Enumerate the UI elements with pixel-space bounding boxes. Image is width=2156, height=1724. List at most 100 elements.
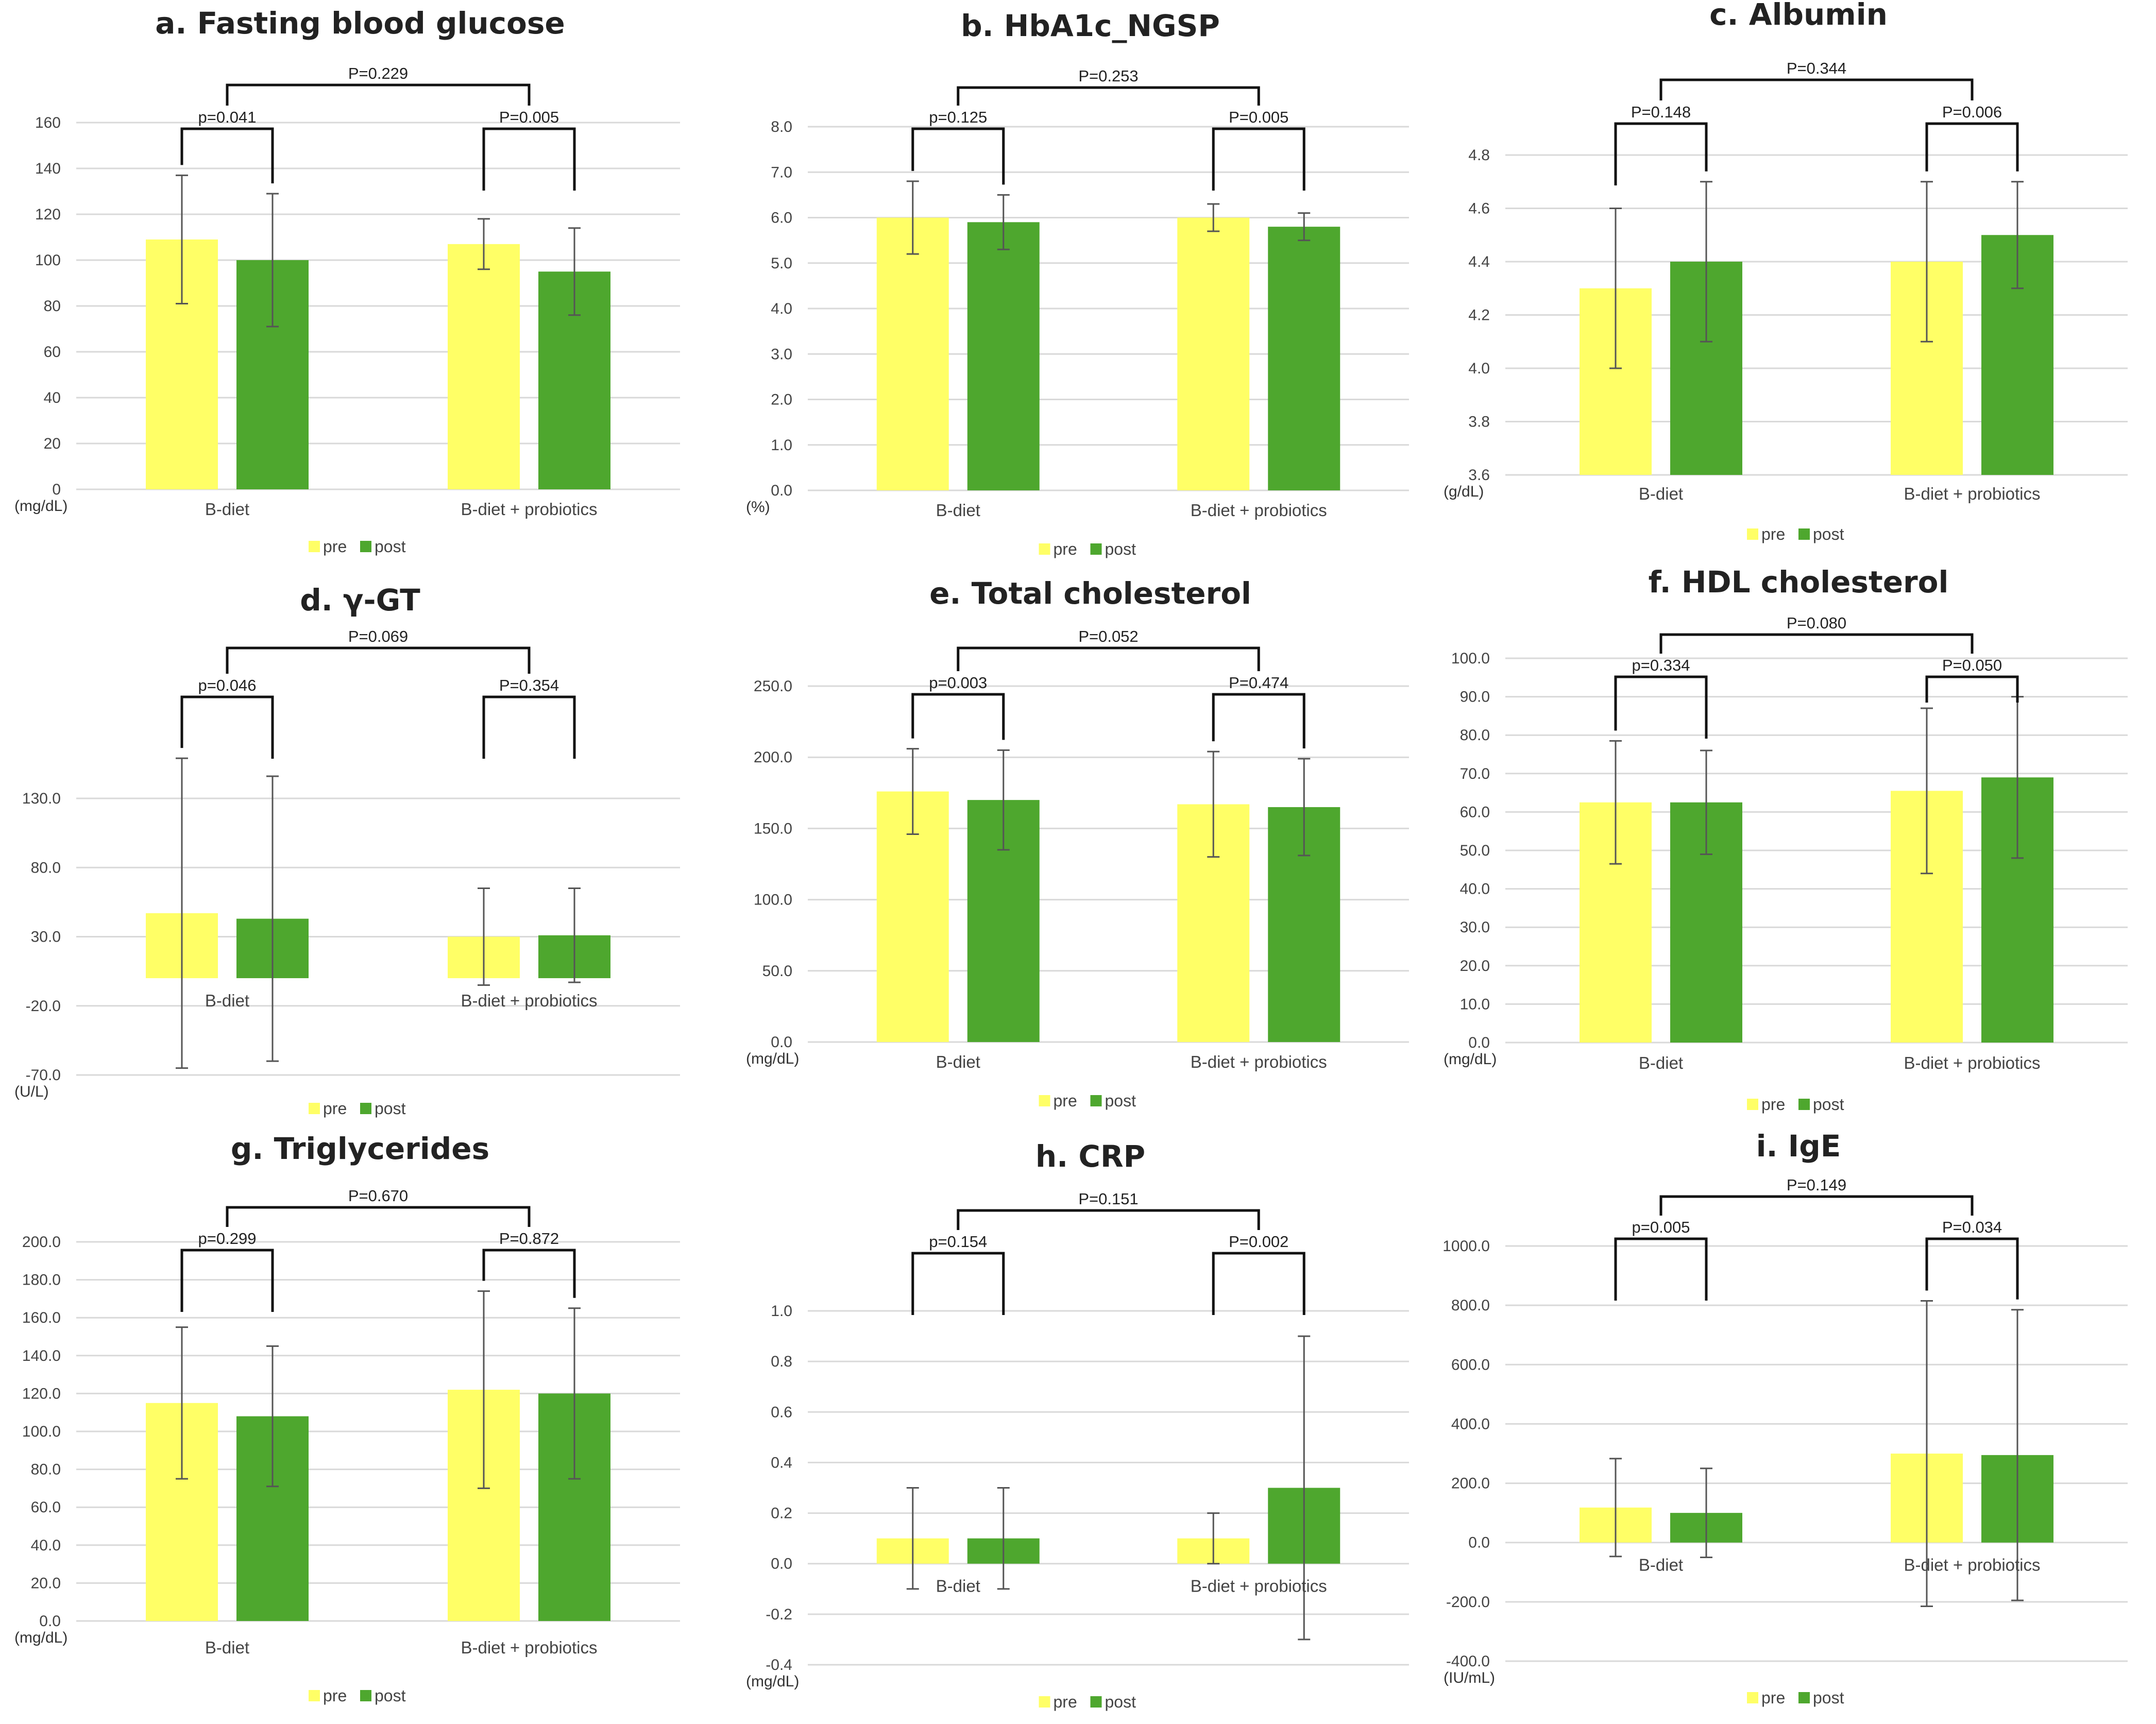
legend-swatch-post xyxy=(1090,1696,1102,1708)
p-value-label: P=0.002 xyxy=(1229,1233,1288,1251)
p-value-label: p=0.003 xyxy=(929,674,987,692)
y-tick-label: 140 xyxy=(35,160,61,177)
category-label: B-diet xyxy=(205,500,249,519)
category-label: B-diet xyxy=(1639,1556,1683,1575)
y-tick-label: 30.0 xyxy=(31,929,61,946)
y-tick-label: 800.0 xyxy=(1451,1297,1490,1314)
significance-bracket xyxy=(911,1252,1005,1315)
bar-post-bdiet xyxy=(967,222,1040,490)
category-label: B-diet + probiotics xyxy=(1191,1577,1327,1596)
y-tick-label: 200.0 xyxy=(22,1234,61,1251)
y-tick-label: 2.0 xyxy=(771,391,792,408)
y-tick-label: 80.0 xyxy=(31,1461,61,1478)
significance-bracket xyxy=(1925,122,2019,172)
y-tick-label: 120 xyxy=(35,206,61,223)
significance-bracket xyxy=(1212,1252,1305,1315)
y-tick-label: 8.0 xyxy=(771,118,792,135)
y-tick-label: 1.0 xyxy=(771,1303,792,1320)
y-tick-label: 20.0 xyxy=(31,1575,61,1592)
chart-panel-5: e. Total cholesterol 0.0 50.0 100.0 150.0 200… xyxy=(746,576,1409,1110)
y-tick-label: -0.2 xyxy=(766,1606,792,1623)
y-tick-label: 0.6 xyxy=(771,1404,792,1421)
y-tick-label: 0.0 xyxy=(1468,1534,1490,1551)
y-tick-label: 90.0 xyxy=(1460,689,1490,706)
y-tick-label: 160.0 xyxy=(22,1309,61,1326)
significance-bracket xyxy=(1614,1237,1708,1301)
chart-title: i. IgE xyxy=(1756,1129,1841,1164)
y-tick-label: 40.0 xyxy=(31,1537,61,1554)
y-tick-label: 0.0 xyxy=(771,482,792,499)
legend-swatch-pre xyxy=(309,1103,320,1114)
y-tick-label: 60 xyxy=(44,344,61,361)
category-label: B-diet xyxy=(936,1577,980,1596)
y-tick-label: -0.4 xyxy=(766,1657,792,1674)
category-label: B-diet xyxy=(936,501,980,520)
y-tick-label: 50.0 xyxy=(1460,842,1490,859)
y-tick-label: 4.2 xyxy=(1468,307,1490,324)
y-tick-label: 0.0 xyxy=(1468,1034,1490,1051)
chart-panel-3: c. Albumin 3.6 3.8 4.0 4.2 4.4 4.6 4.8 (g/dL) B-d… xyxy=(1444,0,2128,543)
chart-title: h. CRP xyxy=(1035,1139,1145,1174)
between-group-bracket xyxy=(226,1206,531,1227)
y-tick-label: 100.0 xyxy=(1451,650,1490,667)
significance-bracket xyxy=(1614,675,1708,739)
p-value-label: p=0.005 xyxy=(1632,1218,1690,1236)
y-tick-label: -200.0 xyxy=(1446,1594,1490,1611)
y-tick-label: 250.0 xyxy=(754,678,792,695)
significance-bracket xyxy=(1614,122,1708,185)
category-label: B-diet xyxy=(1639,484,1683,503)
bar-pre-bdiet-probiotics xyxy=(1177,217,1250,490)
p-value-label: P=0.229 xyxy=(348,64,408,82)
y-tick-label: 120.0 xyxy=(22,1385,61,1402)
y-tick-label: 3.6 xyxy=(1468,467,1490,484)
y-tick-label: 100.0 xyxy=(754,892,792,909)
chart-panel-7: g. Triglycerides 0.0 20.0 40.0 60.0 80.0 100.0… xyxy=(14,1131,680,1705)
y-tick-label: -70.0 xyxy=(26,1067,61,1084)
legend-label-pre: pre xyxy=(323,537,347,556)
y-tick-label: 0.2 xyxy=(771,1505,792,1522)
legend-swatch-pre xyxy=(1039,1095,1050,1106)
y-tick-label: 1.0 xyxy=(771,437,792,454)
chart-title: g. Triglycerides xyxy=(231,1131,489,1166)
p-value-label: P=0.151 xyxy=(1078,1190,1138,1208)
y-tick-label: 3.0 xyxy=(771,346,792,363)
legend-label-pre: pre xyxy=(1761,1095,1785,1114)
y-tick-label: 70.0 xyxy=(1460,765,1490,782)
between-group-bracket xyxy=(957,86,1260,106)
y-tick-label: 80 xyxy=(44,298,61,315)
legend-swatch-pre xyxy=(1747,528,1758,540)
chart-title: b. HbA1c_NGSP xyxy=(961,8,1220,43)
y-tick-label: 100 xyxy=(35,252,61,269)
chart-title: f. HDL cholesterol xyxy=(1649,565,1949,600)
p-value-label: P=0.670 xyxy=(348,1187,408,1205)
category-label: B-diet + probiotics xyxy=(1904,1053,2040,1072)
y-tick-label: 400.0 xyxy=(1451,1415,1490,1432)
p-value-label: P=0.080 xyxy=(1787,614,1846,632)
y-axis-unit: (mg/dL) xyxy=(746,1673,799,1690)
significance-bracket xyxy=(482,695,576,759)
y-tick-label: 10.0 xyxy=(1460,996,1490,1013)
legend-label-post: post xyxy=(375,1686,406,1705)
y-tick-label: 200.0 xyxy=(754,749,792,766)
legend-swatch-pre xyxy=(1039,1696,1050,1708)
legend-swatch-post xyxy=(360,1103,371,1114)
y-tick-label: 4.0 xyxy=(771,300,792,317)
legend-label-pre: pre xyxy=(1761,1688,1785,1707)
p-value-label: P=0.148 xyxy=(1631,103,1691,121)
p-value-label: p=0.046 xyxy=(198,676,257,694)
category-label: B-diet + probiotics xyxy=(461,991,597,1010)
y-tick-label: -20.0 xyxy=(26,998,61,1015)
chart-panel-4: d. γ-GT -70.0 -20.0 30.0 80.0 130.0 (U/L) B-die… xyxy=(14,583,680,1118)
y-axis-unit: (mg/dL) xyxy=(1444,1051,1497,1068)
chart-title: e. Total cholesterol xyxy=(929,576,1251,611)
category-label: B-diet + probiotics xyxy=(461,500,597,519)
legend-swatch-pre xyxy=(309,541,320,552)
significance-bracket xyxy=(911,127,1005,185)
between-group-bracket xyxy=(1659,633,1974,654)
significance-bracket xyxy=(482,127,576,191)
chart-title: c. Albumin xyxy=(1709,0,1888,32)
y-tick-label: 30.0 xyxy=(1460,919,1490,936)
legend-label-post: post xyxy=(1105,1693,1136,1711)
p-value-label: p=0.125 xyxy=(929,108,987,126)
